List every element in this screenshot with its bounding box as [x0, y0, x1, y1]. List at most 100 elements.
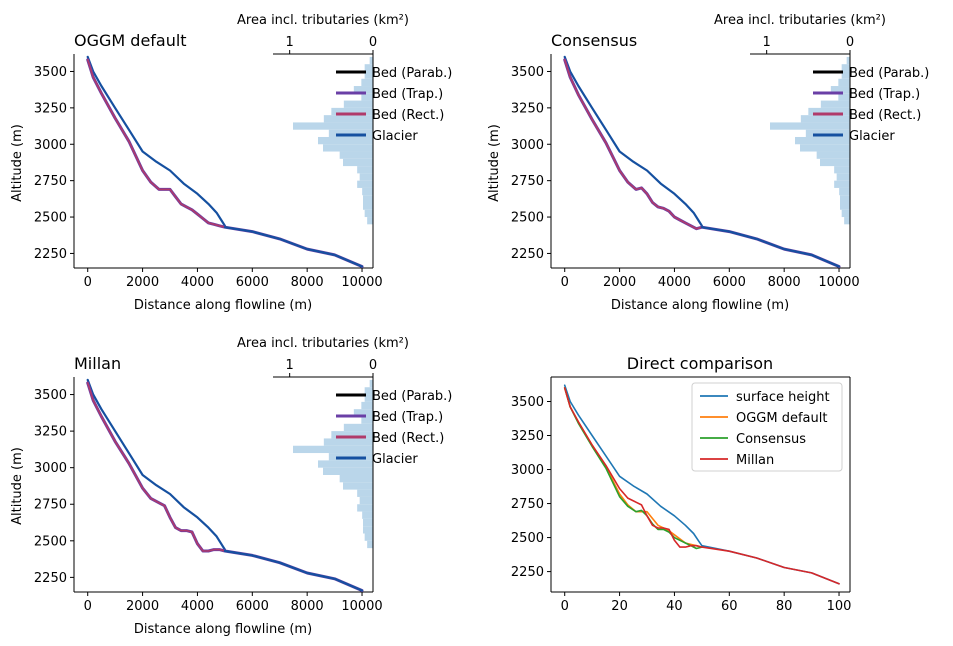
- hist-bar: [361, 78, 373, 87]
- hist-axis-label: Area incl. tributaries (km²): [237, 336, 409, 351]
- y-tick-label: 2250: [511, 565, 544, 580]
- y-tick-label: 3250: [511, 429, 544, 444]
- hist-bar: [357, 180, 373, 188]
- hist-bar: [364, 64, 373, 72]
- hist-bar: [795, 136, 850, 145]
- y-tick-label: 2500: [511, 211, 544, 226]
- legend-label: Bed (Rect.): [849, 108, 921, 123]
- axes-spines: [73, 54, 374, 269]
- hist-bar: [838, 93, 850, 101]
- plot-area: 1 0 0 2000 4000 6000 8000 10000 2250 2500 2750 3000…: [34, 358, 452, 614]
- legend-label: Bed (Rect.): [372, 108, 444, 123]
- hist-bar: [339, 474, 373, 483]
- hist-bar: [800, 144, 850, 152]
- y-tick-label: 2750: [511, 497, 544, 512]
- hist-bar: [364, 209, 373, 218]
- series-line-oggm-default: [563, 387, 703, 548]
- y-tick-label: 2500: [34, 534, 67, 549]
- hist-axis-label: Area incl. tributaries (km²): [237, 13, 409, 28]
- x-tick-label: 80: [776, 599, 793, 614]
- y-tick-label: 3500: [34, 65, 67, 80]
- x-tick-label: 0: [84, 275, 92, 290]
- series-lines: [86, 55, 364, 268]
- hist-bar: [838, 78, 850, 87]
- hist-bar: [844, 217, 850, 225]
- legend-label: Bed (Rect.): [372, 431, 444, 446]
- x-tick-label: 100: [827, 599, 852, 614]
- panel-direct-comparison: Direct comparison 0 20 40 60 80 100 2250 2500 27…: [511, 354, 852, 614]
- legend-label: Bed (Parab.): [372, 389, 452, 404]
- hist-bar: [293, 122, 373, 130]
- y-tick-label: 3000: [511, 463, 544, 478]
- series-line-glacier: [86, 378, 226, 551]
- legend-label: Millan: [736, 453, 774, 468]
- x-tick-label: 40: [666, 599, 683, 614]
- plot-area: 0 20 40 60 80 100 2250 2500 2750 3000 3250 3500 surf…: [511, 376, 852, 614]
- legend-box: [691, 382, 843, 472]
- panel-title: Consensus: [551, 31, 637, 50]
- hist-axis-label-text: Area incl. tributaries (km²): [714, 13, 886, 28]
- x-tick-label: 20: [611, 599, 628, 614]
- x-tick-label: 60: [721, 599, 738, 614]
- x-axis-label: Distance along flowline (m): [134, 298, 312, 313]
- hist-bar: [840, 195, 850, 203]
- legend-label: surface height: [736, 390, 830, 405]
- legend-label: Glacier: [372, 452, 418, 467]
- series-line-glacier: [223, 226, 364, 268]
- hist-bar: [323, 467, 373, 475]
- hist-bar: [367, 217, 373, 225]
- hist-bar: [841, 209, 850, 218]
- hist-bar: [364, 394, 373, 402]
- x-tick-label: 2000: [126, 599, 159, 614]
- hist-bar: [363, 202, 373, 210]
- hist-bar: [361, 93, 373, 101]
- legend-label: Glacier: [372, 129, 418, 144]
- hist-bar: [328, 129, 373, 137]
- hist-bar: [840, 202, 850, 210]
- legend: Bed (Parab.) Bed (Trap.) Bed (Rect.) Glacie…: [336, 66, 452, 144]
- x-tick-label: 2000: [126, 275, 159, 290]
- hist-tick-label: 1: [286, 35, 294, 50]
- hist-axis-label-text: Area incl. tributaries (km²): [237, 13, 409, 28]
- hist-bar: [369, 56, 373, 65]
- hist-bar: [353, 409, 373, 417]
- y-axis-label: Altitude (m): [487, 124, 502, 202]
- series-line-millan: [563, 387, 840, 585]
- hist-bar: [836, 173, 850, 181]
- hist-bar: [808, 107, 850, 116]
- hist-bar: [364, 71, 373, 79]
- series-line-glacier: [700, 226, 841, 268]
- y-tick-label: 3000: [34, 138, 67, 153]
- x-tick-label: 4000: [658, 275, 691, 290]
- series-line-bed-trap-: [563, 58, 841, 268]
- hist-bar: [369, 379, 373, 388]
- legend-label: OGGM default: [736, 411, 827, 426]
- x-tick-label: 2000: [603, 275, 636, 290]
- x-tick-label: 0: [84, 599, 92, 614]
- hist-bar: [364, 387, 373, 395]
- x-tick-label: 0: [561, 599, 569, 614]
- y-axis-label: Altitude (m): [10, 124, 25, 202]
- legend-label: Consensus: [736, 432, 806, 447]
- x-tick-label: 4000: [181, 275, 214, 290]
- hist-tick-label: 0: [369, 35, 377, 50]
- hist-bar: [770, 122, 850, 130]
- x-tick-label: 4000: [181, 599, 214, 614]
- y-tick-label: 3250: [511, 101, 544, 116]
- panel-millan: Millan Distance along flowline (m) Altit…: [10, 336, 452, 637]
- hist-bar: [805, 129, 850, 137]
- hist-bar: [359, 496, 373, 505]
- x-tick-label: 8000: [291, 275, 324, 290]
- y-tick-label: 3250: [34, 425, 67, 440]
- x-tick-label: 6000: [236, 599, 269, 614]
- panel-title: Millan: [74, 354, 121, 373]
- hist-bar: [318, 136, 373, 145]
- series-line-bed-rect-: [86, 382, 363, 592]
- legend-label: Bed (Trap.): [372, 87, 443, 102]
- hist-bar: [362, 187, 373, 196]
- legend-label: Bed (Trap.): [849, 87, 920, 102]
- hist-bar: [363, 195, 373, 203]
- hist-bar: [357, 504, 373, 512]
- hist-axis-label: Area incl. tributaries (km²): [714, 13, 886, 28]
